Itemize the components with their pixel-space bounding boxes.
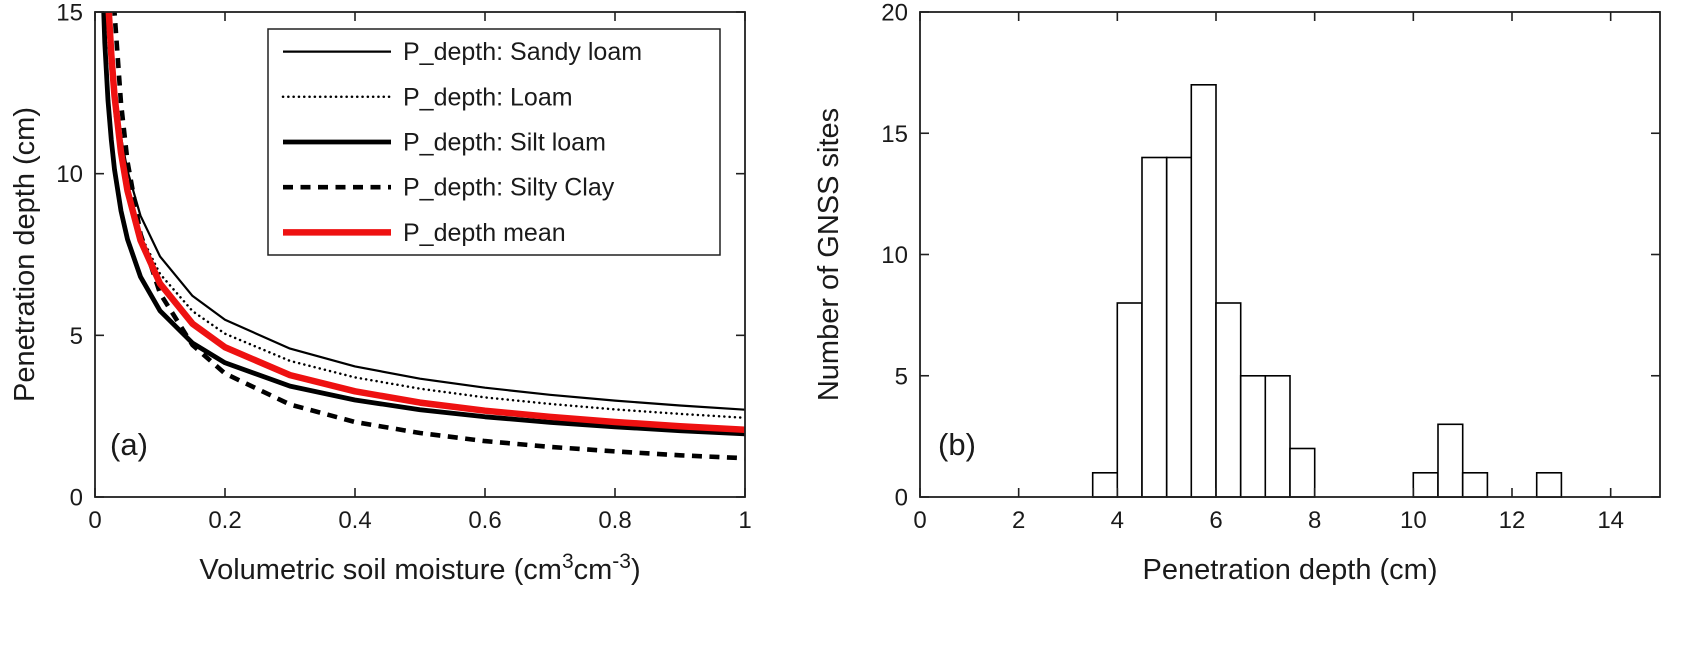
y-tick-label: 20 (881, 0, 908, 27)
y-tick-label: 5 (70, 323, 83, 350)
panel-a-line-chart: 0 0.2 0.4 0.6 0.8 1 0 5 10 15 Penetration depth (c… (0, 0, 800, 662)
legend-entry-label: P_depth: Sandy loam (403, 38, 642, 66)
panel-letter-label: (b) (938, 427, 976, 462)
histogram-bar (1165, 156, 1193, 498)
histogram-bar (1535, 471, 1563, 498)
histogram-bar (1141, 156, 1168, 498)
x-tick-label: 0.4 (338, 507, 371, 534)
x-tick-label: 0.8 (598, 507, 631, 534)
x-tick-label: 0.6 (468, 507, 501, 534)
x-axis-label: Volumetric soil moisture (cm3cm-3) (199, 550, 640, 586)
curve-p-depth-silty-clay (112, 12, 745, 461)
curve-p-depth-mean (105, 12, 745, 433)
histogram-canvas: 0 2 4 6 8 10 12 14 0 5 10 15 20 Number of GNSS sites P… (813, 0, 1661, 586)
y-axis-label: Penetration depth (cm) (9, 107, 41, 402)
histogram-bar (1437, 423, 1464, 498)
histogram-bar (1264, 374, 1291, 498)
axis-box (94, 11, 746, 498)
histogram-bar (1239, 374, 1267, 498)
x-tick-label: 8 (1308, 507, 1321, 534)
panel-letter-label: (a) (110, 427, 148, 462)
panel-b-histogram: 0 2 4 6 8 10 12 14 0 5 10 15 20 Number of GNSS sites P… (800, 0, 1695, 662)
x-tick-label: 4 (1111, 507, 1124, 534)
x-tick-label: 10 (1400, 507, 1427, 534)
legend-entry-label: P_depth: Silt loam (403, 129, 606, 157)
x-tick-label: 12 (1499, 507, 1526, 534)
y-tick-label: 15 (881, 121, 908, 148)
legend-entry-label: P_depth: Silty Clay (403, 174, 615, 202)
histogram-bar (1091, 471, 1119, 498)
x-tick-label: 0 (88, 507, 101, 534)
x-tick-label: 2 (1012, 507, 1025, 534)
x-tick-label: 0.2 (208, 507, 241, 534)
y-tick-label: 10 (56, 161, 83, 188)
histogram-bar (1412, 471, 1439, 498)
legend-entry-label: P_depth mean (403, 219, 566, 247)
x-tick-label: 6 (1209, 507, 1222, 534)
axis-box (919, 11, 1661, 498)
histogram-bar (1190, 84, 1217, 498)
y-tick-label: 10 (881, 242, 908, 269)
x-tick-label: 0 (913, 507, 926, 534)
histogram-bar (1116, 302, 1143, 498)
x-tick-label: 1 (738, 507, 751, 534)
y-tick-label: 0 (70, 485, 83, 512)
histogram-bar (1289, 447, 1316, 498)
x-tick-label: 14 (1597, 507, 1624, 534)
legend-entry-label: P_depth: Loam (403, 83, 573, 111)
y-tick-label: 15 (56, 0, 83, 27)
histogram-bar (1215, 302, 1242, 498)
y-axis-label: Number of GNSS sites (813, 108, 845, 401)
x-axis-label: Penetration depth (cm) (1143, 554, 1438, 586)
y-tick-label: 5 (895, 363, 908, 390)
histogram-bar (1461, 471, 1489, 498)
curves-group (101, 12, 745, 461)
y-tick-label: 0 (895, 485, 908, 512)
